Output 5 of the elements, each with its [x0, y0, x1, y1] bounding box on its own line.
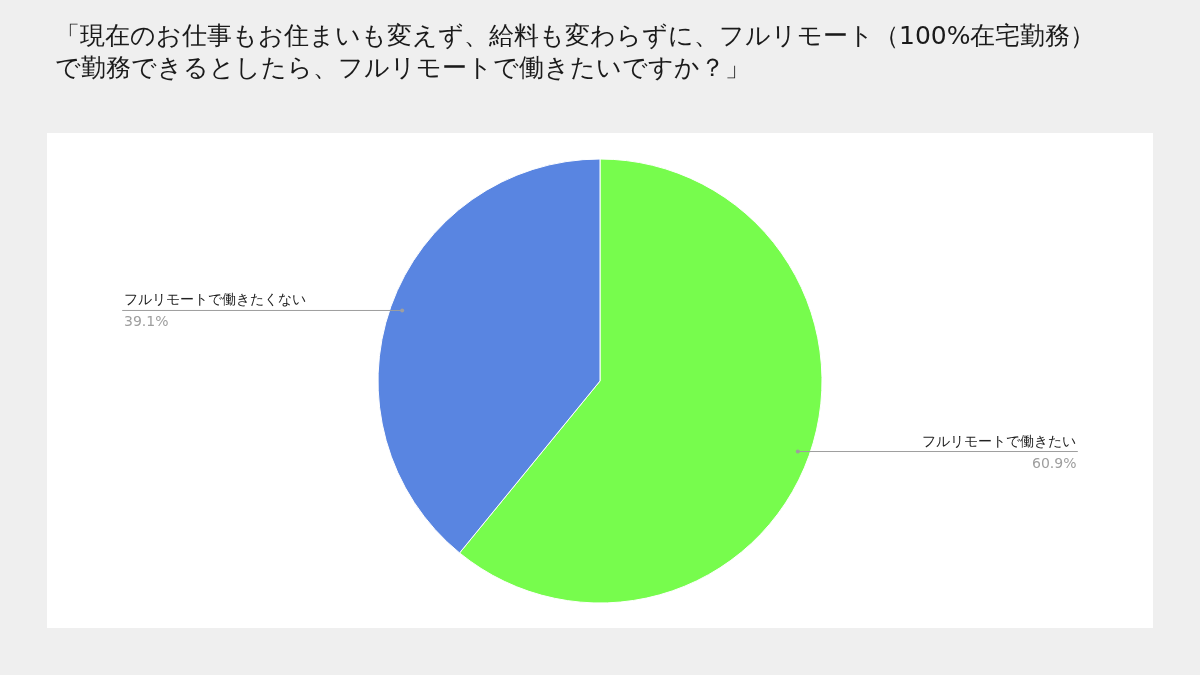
data-label: 60.9%: [1032, 455, 1077, 471]
data-label: 39.1%: [124, 313, 169, 329]
slice-label: フルリモートで働きたくない: [124, 291, 306, 307]
chart-title: 「現在のお仕事もお住まいも変えず、給料も変わらずに、フルリモート（100%在宅勤務）で勤務できるとしたら、フルリモートで働きたいですか？」: [55, 20, 1096, 83]
slice-label: フルリモートで働きたい: [922, 433, 1076, 449]
